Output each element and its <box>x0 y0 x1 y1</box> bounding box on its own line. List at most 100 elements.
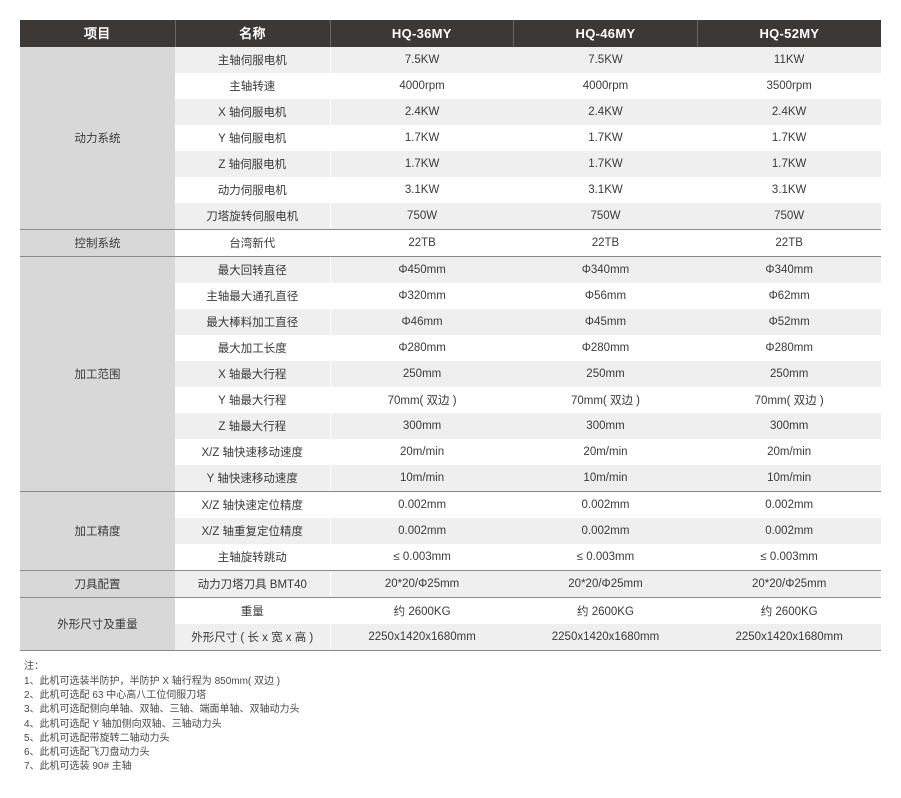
spec-name-cell: 最大加工长度 <box>175 335 331 361</box>
table-row: X/Z 轴快速移动速度 20m/min 20m/min 20m/min <box>20 439 881 465</box>
spec-value-cell: Φ280mm <box>513 335 698 361</box>
spec-value-cell: 约 2600KG <box>697 597 881 624</box>
spec-value-cell: 3.1KW <box>697 177 881 203</box>
spec-value-cell: 0.002mm <box>330 491 514 518</box>
spec-value-cell: Φ46mm <box>330 309 514 335</box>
table-row: 主轴旋转跳动 ≤ 0.003mm ≤ 0.003mm ≤ 0.003mm <box>20 544 881 571</box>
spec-name-cell: 动力伺服电机 <box>175 177 331 203</box>
table-row: 刀具配置 动力刀塔刀具 BMT40 20*20/Φ25mm 20*20/Φ25mm 20… <box>20 570 881 598</box>
notes-section: 注： 1、此机可选装半防护，半防护 X 轴行程为 850mm( 双边 ) 2、此机… <box>24 660 624 774</box>
table-row: 最大加工长度 Φ280mm Φ280mm Φ280mm <box>20 335 881 361</box>
spec-value-cell: 0.002mm <box>330 518 514 544</box>
column-header-name: 名称 <box>175 20 331 47</box>
category-cell: 控制系统 <box>20 229 175 257</box>
spec-value-cell: Φ52mm <box>697 309 881 335</box>
spec-name-cell: 主轴转速 <box>175 73 331 99</box>
spec-name-cell: 主轴旋转跳动 <box>175 544 331 571</box>
spec-value-cell: 7.5KW <box>513 47 698 73</box>
table-row: 动力系统 主轴伺服电机 7.5KW 7.5KW 11KW <box>20 47 881 230</box>
column-header-model-hq46my: HQ-46MY <box>513 20 698 47</box>
spec-value-cell: 1.7KW <box>513 125 698 151</box>
spec-value-cell: ≤ 0.003mm <box>697 544 881 571</box>
spec-value-cell: 0.002mm <box>697 491 881 518</box>
table-row: Z 轴最大行程 300mm 300mm 300mm <box>20 413 881 439</box>
note-item: 4、此机可选配 Y 轴加侧向双轴、三轴动力头 <box>24 718 222 730</box>
spec-name-cell: Y 轴伺服电机 <box>175 125 331 151</box>
spec-name-cell: 动力刀塔刀具 BMT40 <box>175 570 331 598</box>
table-header: 项目 名称 HQ-36MY HQ-46MY HQ-52MY <box>20 20 881 47</box>
spec-value-cell: 70mm( 双边 ) <box>513 387 698 413</box>
spec-name-cell: 主轴最大通孔直径 <box>175 283 331 309</box>
spec-value-cell: 70mm( 双边 ) <box>697 387 881 413</box>
spec-value-cell: 10m/min <box>697 465 881 492</box>
spec-name-cell: 最大棒料加工直径 <box>175 309 331 335</box>
table-header-row: 项目 名称 HQ-36MY HQ-46MY HQ-52MY <box>20 20 881 47</box>
spec-value-cell: 300mm <box>697 413 881 439</box>
spec-value-cell: 20m/min <box>697 439 881 465</box>
spec-value-cell: 约 2600KG <box>330 597 514 624</box>
column-header-category: 项目 <box>20 20 176 47</box>
spec-value-cell: 0.002mm <box>513 518 698 544</box>
category-cell: 刀具配置 <box>20 570 175 598</box>
spec-name-cell: X/Z 轴重复定位精度 <box>175 518 331 544</box>
spec-value-cell: Φ320mm <box>330 283 514 309</box>
note-item: 5、此机可选配带旋转二轴动力头 <box>24 732 170 744</box>
table-row: 主轴转速 4000rpm 4000rpm 3500rpm <box>20 73 881 99</box>
spec-value-cell: 10m/min <box>513 465 698 492</box>
spec-value-cell: 300mm <box>330 413 514 439</box>
spec-value-cell: 4000rpm <box>513 73 698 99</box>
category-cell: 外形尺寸及重量 <box>20 597 175 651</box>
spec-value-cell: 2250x1420x1680mm <box>513 624 698 651</box>
spec-value-cell: ≤ 0.003mm <box>513 544 698 571</box>
note-item: 2、此机可选配 63 中心高八工位伺服刀塔 <box>24 690 207 702</box>
spec-value-cell: 0.002mm <box>697 518 881 544</box>
notes-list: 1、此机可选装半防护，半防护 X 轴行程为 850mm( 双边 ) 2、此机可选配… <box>24 675 624 774</box>
spec-value-cell: 22TB <box>697 229 881 257</box>
spec-value-cell: 2.4KW <box>513 99 698 125</box>
spec-value-cell: 70mm( 双边 ) <box>330 387 514 413</box>
spec-name-cell: Z 轴伺服电机 <box>175 151 331 177</box>
spec-value-cell: 2250x1420x1680mm <box>697 624 881 651</box>
spec-value-cell: 20*20/Φ25mm <box>330 570 514 598</box>
note-item: 6、此机可选配飞刀盘动力头 <box>24 747 150 759</box>
spec-value-cell: 20*20/Φ25mm <box>697 570 881 598</box>
spec-name-cell: Y 轴快速移动速度 <box>175 465 331 492</box>
spec-name-cell: Y 轴最大行程 <box>175 387 331 413</box>
table-row: Y 轴快速移动速度 10m/min 10m/min 10m/min <box>20 465 881 492</box>
spec-name-cell: Z 轴最大行程 <box>175 413 331 439</box>
table-row: X 轴伺服电机 2.4KW 2.4KW 2.4KW <box>20 99 881 125</box>
table-row: 主轴最大通孔直径 Φ320mm Φ56mm Φ62mm <box>20 283 881 309</box>
spec-value-cell: 750W <box>330 203 514 230</box>
spec-value-cell: 250mm <box>697 361 881 387</box>
spec-value-cell: Φ280mm <box>697 335 881 361</box>
table-row: 加工精度 X/Z 轴快速定位精度 0.002mm 0.002mm 0.002mm <box>20 491 881 571</box>
category-cell: 动力系统 <box>20 47 175 230</box>
spec-name-cell: X 轴最大行程 <box>175 361 331 387</box>
spec-value-cell: Φ280mm <box>330 335 514 361</box>
spec-value-cell: 2.4KW <box>330 99 514 125</box>
table-row: 刀塔旋转伺服电机 750W 750W 750W <box>20 203 881 230</box>
spec-value-cell: 10m/min <box>330 465 514 492</box>
spec-value-cell: 1.7KW <box>697 151 881 177</box>
specification-table: 项目 名称 HQ-36MY HQ-46MY HQ-52MY 动力系统 主轴伺服电机… <box>20 20 881 651</box>
table-row: 控制系统 台湾新代 22TB 22TB 22TB <box>20 229 881 257</box>
spec-value-cell: 22TB <box>513 229 698 257</box>
spec-value-cell: 7.5KW <box>330 47 514 73</box>
spec-name-cell: 台湾新代 <box>175 229 331 257</box>
category-cell: 加工精度 <box>20 491 175 571</box>
spec-value-cell: 300mm <box>513 413 698 439</box>
spec-value-cell: 1.7KW <box>330 151 514 177</box>
table-body: 动力系统 主轴伺服电机 7.5KW 7.5KW 11KW 主轴转速 4000rpm 4000r… <box>20 47 881 651</box>
specification-table-container: 项目 名称 HQ-36MY HQ-46MY HQ-52MY 动力系统 主轴伺服电机… <box>20 20 881 651</box>
spec-value-cell: 约 2600KG <box>513 597 698 624</box>
table-row: 动力伺服电机 3.1KW 3.1KW 3.1KW <box>20 177 881 203</box>
spec-name-cell: 主轴伺服电机 <box>175 47 331 73</box>
note-item: 1、此机可选装半防护，半防护 X 轴行程为 850mm( 双边 ) <box>24 676 281 687</box>
table-row: 加工范围 最大回转直径 Φ450mm Φ340mm Φ340mm <box>20 256 881 492</box>
table-row: Y 轴最大行程 70mm( 双边 ) 70mm( 双边 ) 70mm( 双边 ) <box>20 387 881 413</box>
spec-value-cell: 250mm <box>330 361 514 387</box>
table-row: Y 轴伺服电机 1.7KW 1.7KW 1.7KW <box>20 125 881 151</box>
spec-value-cell: Φ450mm <box>330 256 514 283</box>
spec-name-cell: X/Z 轴快速移动速度 <box>175 439 331 465</box>
